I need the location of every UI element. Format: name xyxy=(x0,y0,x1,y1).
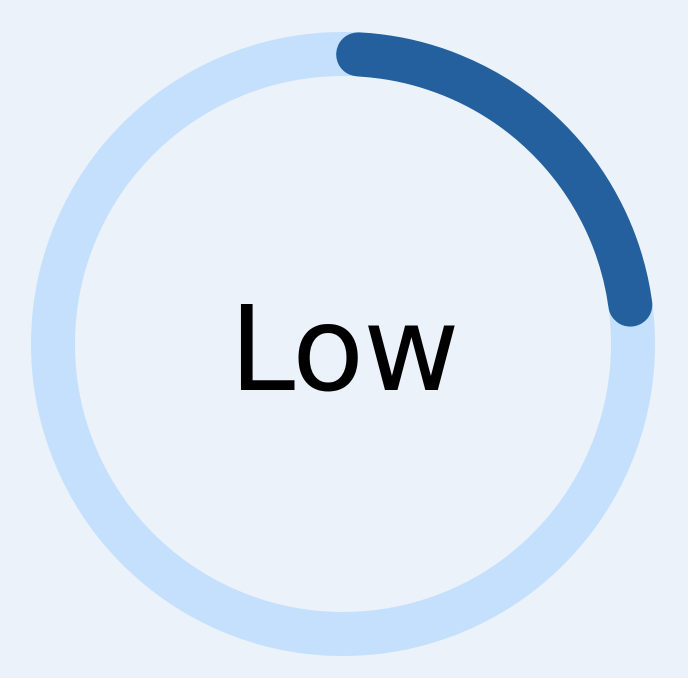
gauge-level-label: Low xyxy=(229,280,459,418)
gauge-fill xyxy=(336,32,653,327)
